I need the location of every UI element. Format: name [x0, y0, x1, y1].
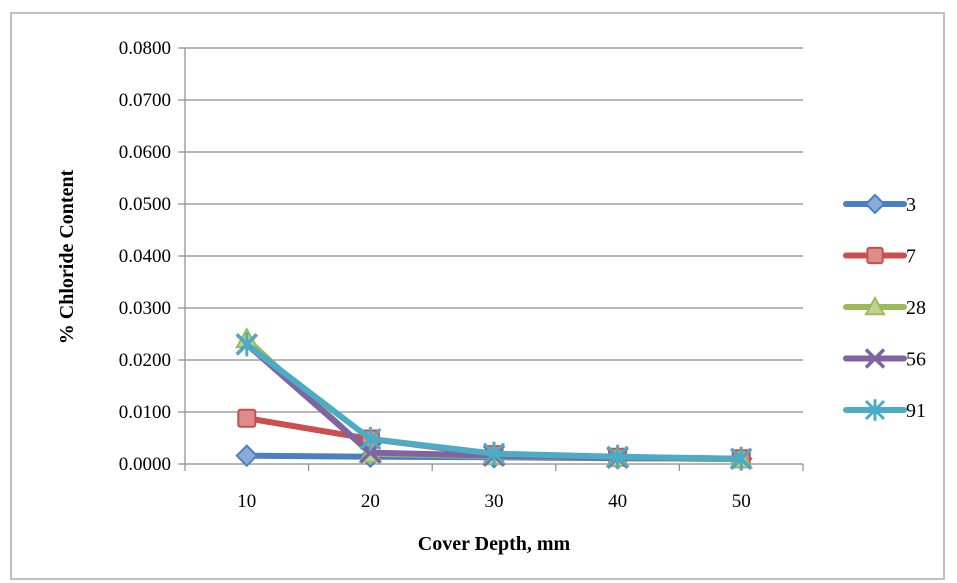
y-axis-title: % Chloride Content — [56, 169, 78, 344]
x-axis-title: Cover Depth, mm — [418, 533, 571, 555]
legend-item-56: 56 — [843, 348, 926, 371]
legend: 3 7 28 56 91 — [843, 193, 926, 422]
series-91 — [235, 332, 753, 471]
y-tick-label: 0.0800 — [119, 38, 171, 59]
data-point — [866, 246, 884, 265]
y-tick-labels: 0.0800 0.0700 0.0600 0.0500 0.0400 0.0300 0.02… — [119, 38, 171, 475]
data-point — [864, 193, 886, 215]
legend-label: 28 — [906, 297, 926, 319]
data-point — [864, 295, 886, 316]
x-tick-label: 40 — [608, 491, 627, 512]
data-point — [482, 441, 506, 466]
data-point — [606, 444, 629, 469]
data-point — [730, 446, 753, 471]
data-point — [864, 399, 886, 421]
legend-label: 56 — [906, 349, 926, 371]
y-tick-label: 0.0700 — [119, 90, 171, 111]
data-point — [237, 408, 257, 428]
legend-item-28: 28 — [843, 295, 926, 319]
data-point — [235, 332, 258, 357]
series-group — [235, 327, 753, 471]
y-tick-label: 0.0000 — [119, 454, 171, 475]
legend-item-3: 3 — [843, 193, 916, 216]
legend-item-91: 91 — [843, 399, 926, 422]
y-tick-label: 0.0200 — [119, 350, 171, 371]
chart-frame — [10, 12, 945, 580]
legend-label: 91 — [906, 400, 926, 422]
x-tick-label: 20 — [361, 491, 380, 512]
x-tick-labels: 10 20 30 40 50 — [237, 491, 750, 512]
data-point — [359, 427, 382, 452]
legend-label: 7 — [906, 246, 916, 268]
legend-label: 3 — [906, 194, 916, 216]
y-tick-label: 0.0500 — [119, 194, 171, 215]
y-tick-label: 0.0300 — [119, 298, 171, 319]
data-point — [235, 444, 259, 468]
y-tick-label: 0.0100 — [119, 402, 171, 423]
x-tick-label: 10 — [237, 491, 256, 512]
y-tick-label: 0.0400 — [119, 246, 171, 267]
x-tick-label: 30 — [485, 491, 504, 512]
data-point — [864, 348, 886, 369]
x-tick-label: 50 — [732, 491, 751, 512]
gridlines — [178, 47, 804, 471]
legend-item-7: 7 — [843, 246, 916, 268]
y-tick-label: 0.0600 — [119, 142, 171, 163]
